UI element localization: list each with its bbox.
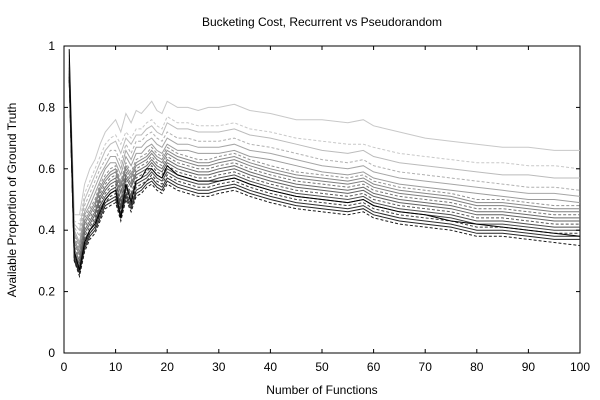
series-line-13 [68,70,580,268]
y-tick-label: 0.4 [38,223,55,237]
series-line-5 [68,58,581,245]
series-line-16 [68,76,580,272]
series-line-19 [68,79,581,279]
y-tick-label: 1 [48,39,55,53]
x-tick-label: 100 [570,360,590,374]
y-axis-label: Available Proportion of Ground Truth [5,103,19,298]
y-tick-label: 0.8 [38,100,55,114]
x-tick-label: 90 [522,360,536,374]
chart-title: Bucketing Cost, Recurrent vs Pseudorando… [202,15,442,29]
series-line-10 [68,67,580,260]
series-line-4 [68,58,581,238]
series-line-18 [68,79,580,275]
x-tick-label: 30 [212,360,226,374]
series-line-8 [68,64,580,254]
series-line-12 [68,70,580,266]
x-tick-label: 60 [367,360,381,374]
x-tick-label: 50 [315,360,329,374]
series-line-7 [68,61,580,251]
series-line-20 [68,49,581,271]
series-line-1 [68,52,580,216]
x-axis-label: Number of Functions [266,383,377,397]
series-line-11 [68,67,580,263]
x-tick-label: 40 [264,360,278,374]
series-line-6 [68,61,581,248]
y-tick-label: 0 [48,346,55,360]
series-layer [68,49,581,279]
x-tick-label: 0 [61,360,68,374]
series-line-2 [68,55,581,225]
x-tick-label: 70 [419,360,433,374]
series-line-9 [68,64,580,257]
ticks-layer: 0 10 20 30 40 50 60 70 80 90 100 0 0.2 0.4 0.6 0.8 1 [38,39,590,374]
x-tick-label: 80 [470,360,484,374]
series-line-3 [68,55,580,232]
y-tick-label: 0.2 [38,285,55,299]
series-line-17 [68,76,580,276]
y-tick-label: 0.6 [38,162,55,176]
x-tick-label: 10 [109,360,123,374]
x-tick-label: 20 [161,360,175,374]
